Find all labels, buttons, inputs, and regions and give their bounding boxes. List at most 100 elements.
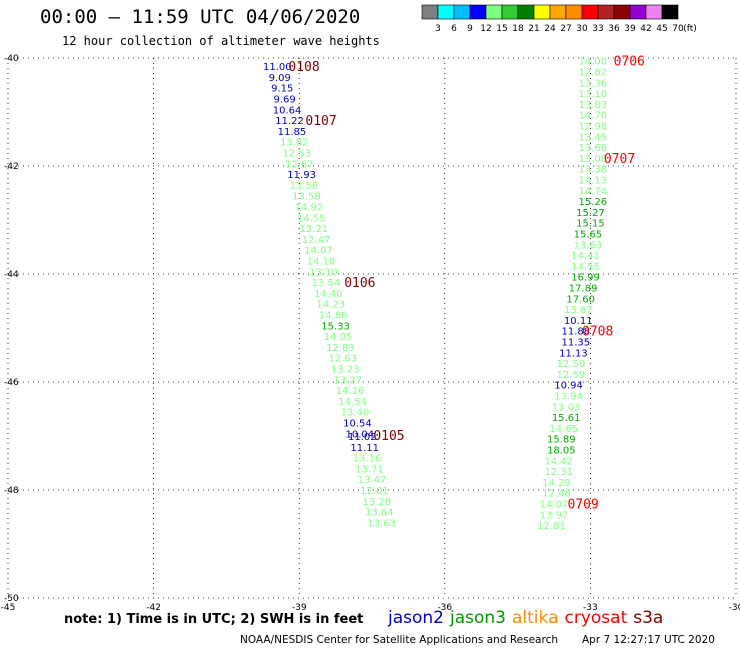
wave-height-value: 9.69 [274,95,296,106]
wave-height-value: 12.81 [537,521,566,532]
wave-height-value: 12.98 [579,122,608,133]
colorbar-label: 24 [544,24,556,34]
wave-height-value: 11.93 [287,170,316,181]
wave-height-value: 10.04 [346,429,375,440]
legend-entry-jason2: jason2 [388,608,444,628]
colorbar-label: 9 [467,24,473,34]
wave-height-value: 12.59 [557,370,586,381]
wave-height-value: 10.94 [554,381,583,392]
footnote: note: 1) Time is in UTC; 2) SWH is in fe… [64,612,364,627]
x-tick-label: -36 [437,603,452,613]
credit-line: NOAA/NESDIS Center for Satellite Applica… [240,634,558,646]
wave-height-value: 14.55 [297,213,326,224]
wave-height-value: 14.70 [579,111,608,122]
wave-height-value: 9.15 [271,84,293,95]
y-tick-label: -48 [4,486,19,496]
wave-height-value: 14.13 [579,176,608,187]
wave-height-value: 14.92 [295,203,324,214]
wave-height-value: 14.07 [540,500,569,511]
wave-height-value: 12.01 [360,486,389,497]
wave-height-value: 13.58 [292,192,321,203]
wave-height-value: 14.42 [545,456,574,467]
pass-time-label: 0709 [567,498,598,513]
wave-height-value: 14.16 [336,386,365,397]
legend-entry-jason3: jason3 [450,608,506,628]
colorbar-label: 33 [592,24,603,34]
colorbar-label: 70 [672,24,684,34]
wave-height-value: 12.50 [557,359,586,370]
wave-height-value: 15.15 [576,219,605,230]
wave-height-value: 13.16 [353,454,382,465]
colorbar-swatch [661,4,679,20]
pass-time-label: 0105 [373,429,404,444]
colorbar-label: 6 [451,24,457,34]
wave-height-value: 13.03 [552,402,581,413]
wave-height-value: 13.38 [579,165,608,176]
wave-height-value: 13.67 [564,305,593,316]
wave-height-value: 13.23 [331,365,360,376]
wave-height-value: 14.05 [324,332,353,343]
wave-height-value: 13.06 [579,154,608,165]
grid [7,57,737,599]
colorbar-label: 39 [624,24,636,34]
satellite-legend: jason2 jason3 altika cryosat s3a [388,608,669,628]
wave-height-value: 15.26 [579,197,608,208]
chart-subtitle: 12 hour collection of altimeter wave hei… [62,34,380,48]
wave-height-value: 10.64 [273,105,302,116]
wave-height-value: 14.23 [316,300,345,311]
wave-height-value: 13.71 [355,464,384,475]
pass-time-label: 0708 [582,325,613,340]
wave-height-value: 13.58 [290,181,319,192]
colorbar-label: 21 [528,24,539,34]
x-tick-label: -39 [292,603,307,613]
wave-height-value: 13.36 [579,78,608,89]
colorbar-label: 3 [435,24,441,34]
y-tick-label: -50 [4,594,19,604]
wave-height-value: 18.05 [547,446,576,457]
wave-height-value: 14.10 [307,257,336,268]
wave-height-value: 14.86 [319,311,348,322]
wave-height-value: 14.41 [571,251,600,262]
wave-height-value: 14.07 [304,246,333,257]
y-tick-label: -44 [4,270,19,280]
wave-height-value: 15.61 [552,413,581,424]
wave-height-value: 14.00 [579,57,608,68]
colorbar-label: 12 [480,24,491,34]
wave-height-value: 12.47 [302,235,331,246]
wave-height-value: 11.13 [559,348,588,359]
wave-height-value: 13.68 [579,143,608,154]
pass-time-label: 0706 [614,55,645,70]
legend-entry-cryosat: cryosat [564,608,628,628]
colorbar-label: 27 [560,24,571,34]
legend-entry-s3a: s3a [633,608,664,628]
wave-height-value: 13.28 [363,497,392,508]
colorbar-label: 42 [640,24,651,34]
wave-height-value: 13.63 [574,240,603,251]
colorbar-unit: (ft) [683,24,697,34]
wave-height-value: 13.10 [579,89,608,100]
wave-height-value: 11.00 [263,62,292,73]
wave-height-value: 12.82 [579,68,608,79]
y-tick-label: -40 [4,54,19,64]
wave-height-value: 11.02 [348,432,377,443]
wave-height-value: 10.11 [564,316,593,327]
wave-height-value: 15.33 [321,321,350,332]
wave-height-value: 13.47 [358,475,387,486]
colorbar-label: 45 [656,24,667,34]
wave-height-value: 11.11 [350,443,379,454]
generation-timestamp: Apr 7 12:27:17 UTC 2020 [582,634,715,646]
wave-height-value: 15.89 [547,435,576,446]
wave-height-value: 13.63 [367,518,396,529]
wave-height-value: 13.45 [579,132,608,143]
wave-height-value: 15.65 [574,230,603,241]
wave-height-value: 13.27 [333,375,362,386]
wave-height-value: 12.67 [285,159,314,170]
legend-entry-altika: altika [512,608,559,628]
wave-height-value: 14.65 [549,424,578,435]
wave-height-value: 11.22 [275,116,304,127]
x-tick-label: -45 [1,603,16,613]
colorbar-label: 36 [608,24,620,34]
wave-height-value: 16.99 [571,273,600,284]
wave-height-value: 10.54 [343,419,372,430]
wave-height-value: 9.09 [269,73,291,84]
